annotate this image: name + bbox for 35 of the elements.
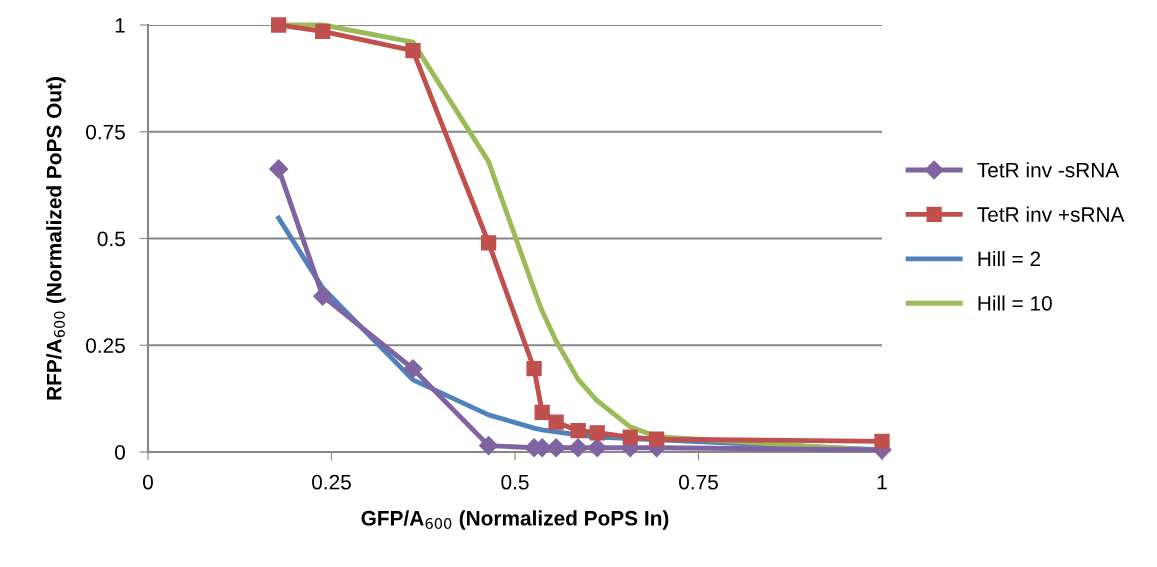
legend-label: TetR inv +sRNA	[977, 206, 1125, 222]
point	[534, 404, 550, 420]
legend-label: TetR inv -sRNA	[977, 162, 1120, 178]
point	[403, 359, 423, 379]
point	[587, 438, 607, 458]
y-tick-label: 0	[115, 445, 125, 460]
x-tick-label: 0.5	[501, 474, 529, 490]
point	[405, 42, 421, 59]
point	[315, 23, 331, 40]
point	[479, 436, 499, 456]
point	[570, 423, 586, 439]
y-tick-label: 1	[115, 18, 125, 33]
point	[526, 361, 542, 377]
point	[874, 433, 890, 449]
point	[313, 286, 333, 306]
point	[269, 159, 289, 179]
point	[480, 235, 497, 251]
x-tick-label: 0	[143, 474, 153, 490]
point	[649, 431, 665, 447]
point	[589, 425, 605, 441]
y-tick-label: 0.5	[97, 231, 125, 247]
x-tick-label: 0.25	[312, 474, 351, 490]
x-tick-label: 1	[877, 474, 887, 490]
point	[622, 429, 638, 445]
legend-label: Hill = 2	[978, 251, 1041, 267]
y-tick-label: 0.25	[86, 338, 125, 353]
y-tick-label: 0.75	[86, 124, 125, 140]
legend-label: Hill = 10	[978, 295, 1052, 311]
point	[546, 438, 566, 458]
point	[568, 438, 588, 458]
x-axis-title: GFP/A$_{600}$ (Normalized PoPS In)	[361, 510, 669, 530]
point	[271, 17, 287, 33]
y-axis-title: RFP/A$_{600}$ (Normalized PoPS Out)	[46, 77, 66, 400]
x-tick-label: 0.75	[679, 474, 718, 490]
point	[548, 414, 564, 430]
